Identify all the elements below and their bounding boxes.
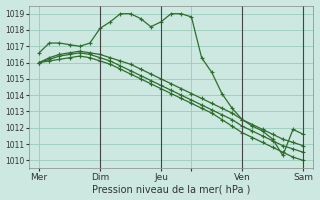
X-axis label: Pression niveau de la mer( hPa ): Pression niveau de la mer( hPa ) [92,184,250,194]
